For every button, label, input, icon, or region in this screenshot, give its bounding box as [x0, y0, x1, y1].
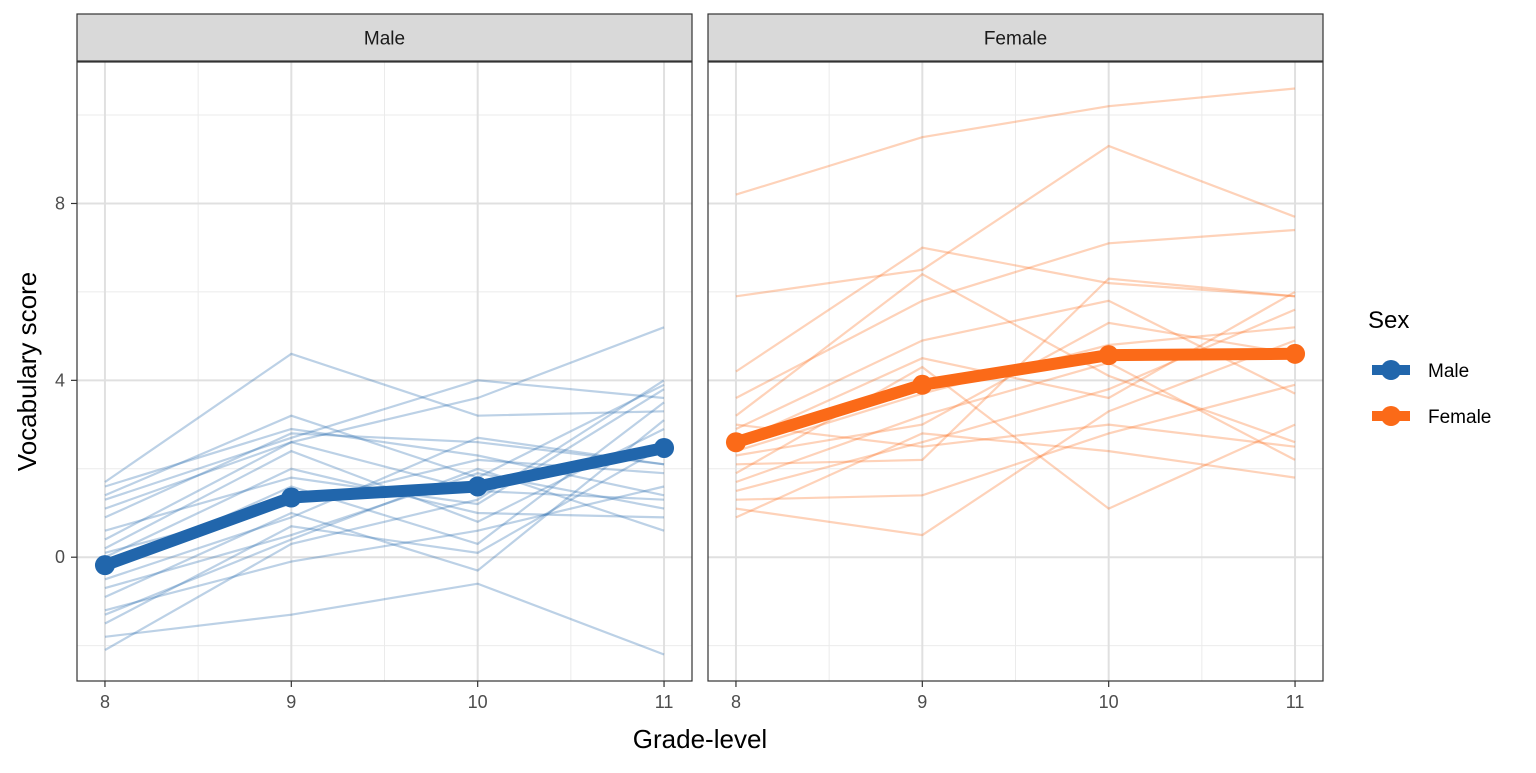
panel-border [76, 61, 693, 682]
y-tick-label: 0 [55, 547, 65, 567]
mean-point [725, 432, 746, 453]
individual-line [104, 379, 665, 651]
mean-point [654, 437, 675, 458]
individual-line [735, 87, 1296, 196]
x-tick-label: 8 [731, 692, 741, 712]
mean-point [1098, 345, 1119, 366]
mean-point [1285, 343, 1306, 364]
individual-line [104, 485, 665, 612]
panel-female: Female 8 9 10 11 [707, 13, 1324, 712]
strip-label: Female [984, 29, 1047, 50]
mean-line [730, 347, 1301, 449]
panel-male: Male 8 9 10 11 0 4 8 [55, 13, 693, 712]
individual-line [104, 432, 665, 519]
x-tick-label: 11 [1286, 692, 1305, 712]
individual-line [735, 432, 1296, 519]
individual-line [104, 383, 665, 497]
individual-line [104, 427, 665, 497]
individual-line [104, 445, 665, 625]
individual-line [104, 441, 665, 541]
panel-border [707, 61, 1324, 682]
legend: Sex Male Female [1368, 307, 1491, 428]
individual-line [735, 272, 1296, 444]
y-tick-label: 4 [55, 370, 65, 390]
individual-line [104, 352, 665, 483]
individual-line [104, 436, 665, 581]
individual-line [104, 467, 665, 616]
mean-point [94, 555, 115, 576]
x-tick-label: 9 [917, 692, 927, 712]
x-tick-label: 10 [1099, 692, 1119, 712]
individual-line [735, 228, 1296, 399]
mean-point [912, 374, 933, 395]
strip-label: Male [364, 29, 405, 50]
mean-line [99, 442, 670, 572]
legend-key-point [1381, 406, 1401, 426]
mean-point [467, 476, 488, 497]
legend-key-point [1381, 360, 1401, 380]
individual-line [735, 144, 1296, 298]
individual-line [735, 383, 1296, 501]
individual-line [104, 582, 665, 656]
individual-line [735, 423, 1296, 448]
individual-line [735, 299, 1296, 430]
individual-line [735, 290, 1296, 444]
strip-background [76, 13, 693, 62]
x-tick-label: 9 [286, 692, 296, 712]
x-tick-label: 10 [468, 692, 488, 712]
x-tick-label: 11 [655, 692, 674, 712]
x-tick-label: 8 [100, 692, 110, 712]
individual-line [104, 326, 665, 510]
x-axis-title: Grade-level [633, 724, 767, 754]
y-axis-title: Vocabulary score [12, 272, 42, 471]
y-tick-label: 8 [55, 193, 65, 213]
legend-title: Sex [1368, 307, 1409, 334]
individual-line [735, 246, 1296, 373]
mean-point [281, 487, 302, 508]
legend-label: Male [1428, 361, 1469, 382]
individual-line [735, 361, 1296, 484]
individual-line [104, 419, 665, 599]
individual-line [735, 339, 1296, 537]
legend-label: Female [1428, 407, 1491, 428]
individual-line [104, 472, 665, 590]
individual-line [735, 365, 1296, 510]
individual-line [104, 379, 665, 501]
strip-background [707, 13, 1324, 62]
